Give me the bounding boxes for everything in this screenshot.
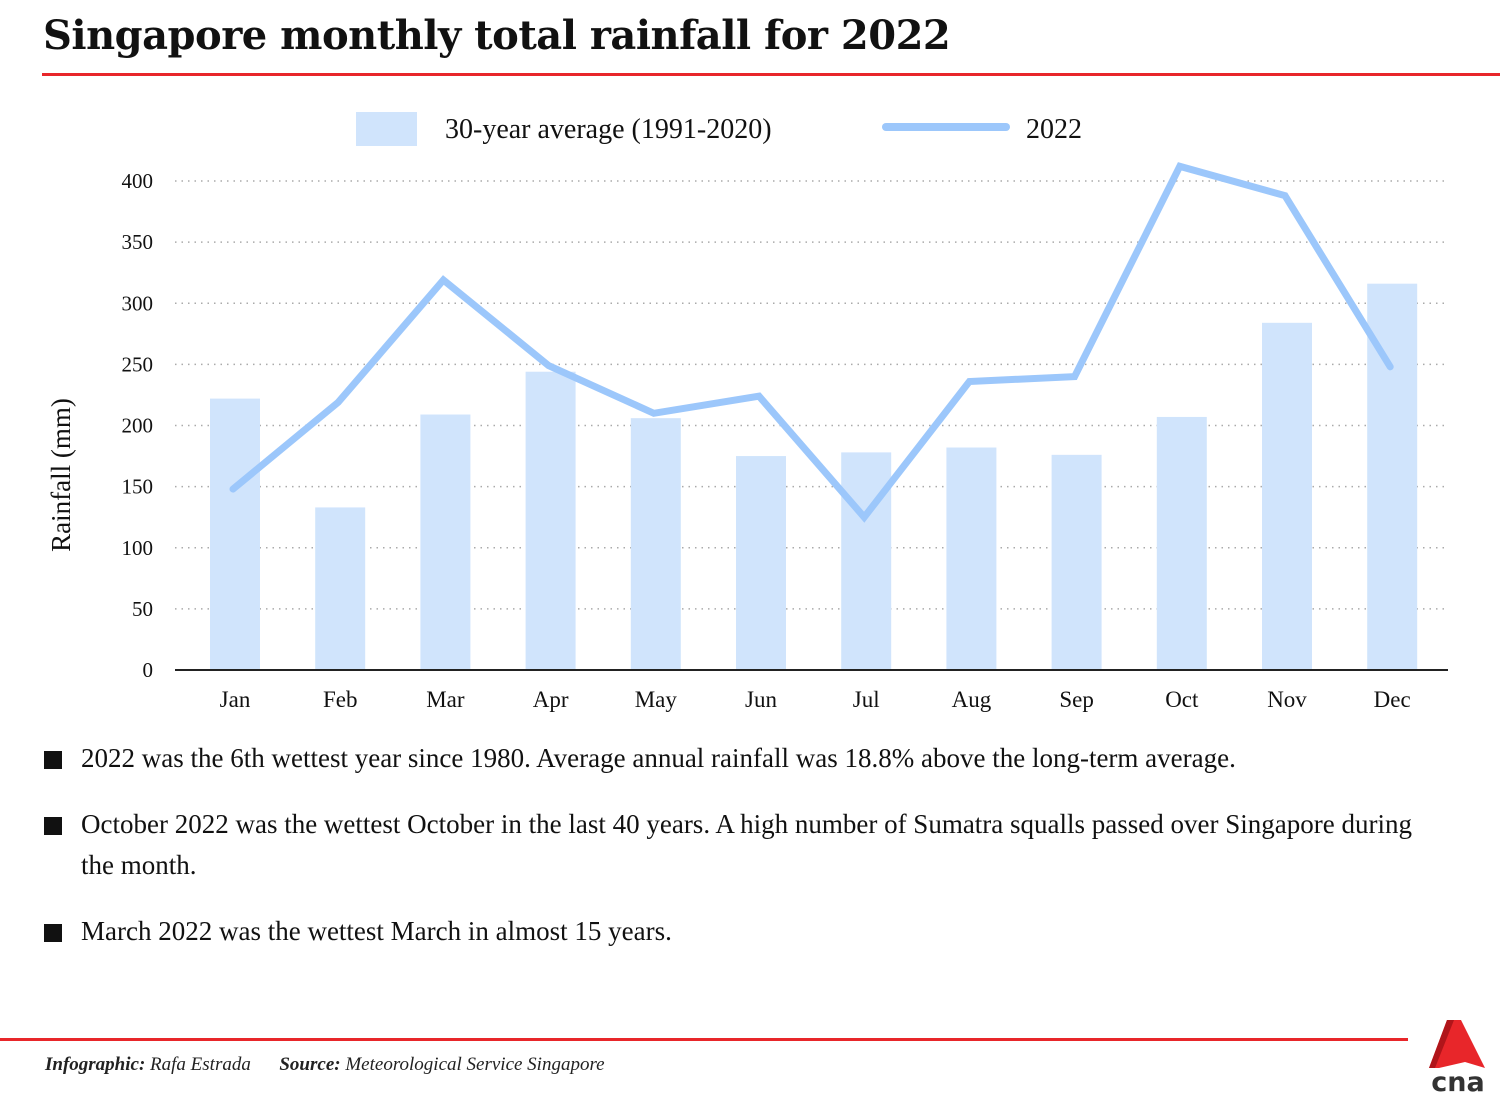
- note-text: October 2022 was the wettest October in …: [81, 809, 1412, 880]
- notes-list: 2022 was the 6th wettest year since 1980…: [44, 738, 1444, 977]
- bullet-square-icon: [44, 924, 62, 942]
- x-tick-label: Mar: [426, 687, 465, 712]
- legend-line-label: 2022: [1026, 114, 1082, 145]
- note-item: 2022 was the 6th wettest year since 1980…: [44, 738, 1444, 779]
- bullet-square-icon: [44, 751, 62, 769]
- x-tick-label: Oct: [1165, 687, 1199, 712]
- bullet-square-icon: [44, 817, 62, 835]
- rainfall-chart: 0 50 100 150 200 250 300 350 400 Jan Feb Mar Apr May J…: [46, 112, 1448, 712]
- bar-may: [630, 418, 681, 670]
- chart-title: Singapore monthly total rainfall for 202…: [43, 12, 951, 59]
- credit-label: Infographic:: [45, 1054, 146, 1075]
- footer: Infographic: Rafa Estrada Source: Meteor…: [45, 1054, 605, 1076]
- x-tick-label: Sep: [1059, 687, 1094, 712]
- x-tick-label: Jul: [853, 687, 880, 712]
- footer-divider: [0, 1038, 1408, 1041]
- y-tick-label: 400: [122, 169, 154, 193]
- x-tick-label: Jun: [745, 687, 777, 712]
- y-tick-label: 0: [143, 658, 154, 682]
- y-tick-label: 250: [122, 352, 154, 376]
- svg-text:cna: cna: [1431, 1067, 1484, 1094]
- bar-sep: [1051, 454, 1102, 670]
- bar-oct: [1156, 416, 1207, 670]
- x-tick-label: Feb: [323, 687, 358, 712]
- title-divider: [42, 73, 1500, 76]
- y-tick-label: 150: [122, 475, 154, 499]
- source: Meteorological Service Singapore: [345, 1054, 605, 1075]
- y-tick-label: 350: [122, 230, 154, 254]
- note-text: March 2022 was the wettest March in almo…: [81, 916, 672, 946]
- legend-bar-label: 30-year average (1991-2020): [445, 114, 772, 145]
- y-tick-label: 300: [122, 291, 154, 315]
- bar-nov: [1262, 322, 1312, 670]
- y-axis-label: Rainfall (mm): [46, 398, 76, 552]
- note-text: 2022 was the 6th wettest year since 1980…: [81, 743, 1236, 773]
- line-2022: [229, 162, 1394, 523]
- credit: Rafa Estrada: [150, 1054, 251, 1075]
- x-tick-label: Nov: [1267, 687, 1307, 712]
- bar-jun: [736, 456, 786, 670]
- bar-aug: [946, 447, 997, 670]
- y-tick-label: 50: [132, 597, 153, 621]
- note-item: March 2022 was the wettest March in almo…: [44, 911, 1444, 952]
- bar-jan: [210, 398, 260, 670]
- note-item: October 2022 was the wettest October in …: [44, 804, 1444, 886]
- y-tick-label: 100: [122, 536, 154, 560]
- bar-jul: [841, 452, 892, 670]
- legend-bar-swatch: [356, 112, 417, 146]
- x-tick-label: Dec: [1374, 687, 1411, 712]
- x-tick-label: Aug: [952, 687, 992, 712]
- bar-apr: [525, 371, 576, 670]
- x-tick-label: May: [635, 687, 678, 712]
- bar-mar: [420, 414, 471, 670]
- cna-logo: cna: [1429, 1020, 1485, 1094]
- source-label: Source:: [279, 1054, 341, 1075]
- bar-feb: [315, 507, 366, 670]
- x-tick-label: Jan: [220, 687, 251, 712]
- x-tick-label: Apr: [533, 687, 569, 712]
- y-tick-label: 200: [122, 414, 154, 438]
